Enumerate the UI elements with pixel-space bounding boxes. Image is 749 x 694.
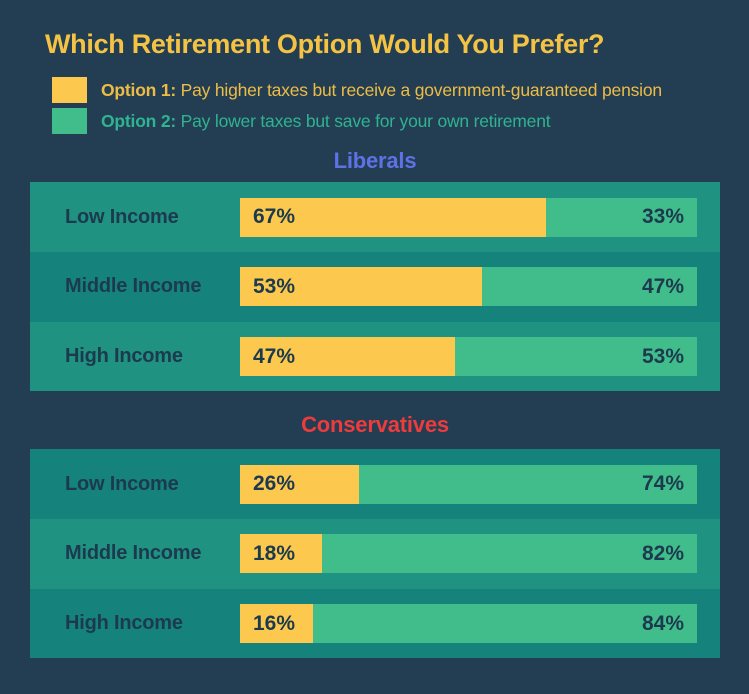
legend-option1-desc: Pay higher taxes but receive a governmen… bbox=[180, 79, 662, 100]
stacked-bar: 53% 47% bbox=[240, 267, 697, 307]
stacked-bar: 47% 53% bbox=[240, 337, 697, 377]
group-conservatives: Conservatives Low Income 26% 74% Middle Inco… bbox=[0, 412, 749, 659]
stacked-bar: 67% 33% bbox=[240, 197, 697, 237]
group-liberals: Liberals Low Income 67% 33% Middle Income 53%… bbox=[0, 148, 749, 392]
stacked-bar: 18% 82% bbox=[240, 534, 697, 574]
group-heading-liberals: Liberals bbox=[333, 148, 417, 174]
chart-row-liberals-high-income: High Income 47% 53% bbox=[30, 321, 720, 392]
row-label: Middle Income bbox=[65, 542, 202, 565]
option2-bar-segment: 82% bbox=[322, 534, 697, 574]
legend-item-option1: Option 1: Pay higher taxes but receive a… bbox=[52, 77, 749, 104]
chart-row-conservatives-high-income: High Income 16% 84% bbox=[30, 588, 720, 659]
legend: Option 1: Pay higher taxes but receive a… bbox=[52, 77, 749, 135]
row-label: Middle Income bbox=[65, 275, 202, 298]
group-panel-conservatives: Low Income 26% 74% Middle Income 18% 82% High … bbox=[30, 449, 720, 659]
option1-bar-segment: 18% bbox=[240, 534, 323, 574]
option1-bar-segment: 26% bbox=[240, 464, 359, 504]
legend-option2-label: Option 2: bbox=[101, 110, 176, 131]
option2-bar-segment: 53% bbox=[454, 337, 697, 377]
option2-bar-segment: 47% bbox=[482, 267, 697, 307]
option2-bar-segment: 84% bbox=[313, 604, 697, 644]
stacked-bar: 16% 84% bbox=[240, 604, 697, 644]
option1-value: 16% bbox=[253, 611, 296, 635]
option2-value: 53% bbox=[641, 344, 684, 368]
option1-value: 53% bbox=[253, 274, 296, 298]
legend-option1-text: Option 1: Pay higher taxes but receive a… bbox=[101, 80, 662, 101]
chart-title: Which Retirement Option Would You Prefer… bbox=[45, 29, 605, 59]
chart-row-conservatives-middle-income: Middle Income 18% 82% bbox=[30, 519, 720, 589]
option1-value: 47% bbox=[253, 344, 296, 368]
option1-bar-segment: 53% bbox=[240, 267, 483, 307]
option1-bar-segment: 16% bbox=[240, 604, 314, 644]
legend-item-option2: Option 2: Pay lower taxes but save for y… bbox=[52, 108, 749, 135]
option2-value: 74% bbox=[641, 472, 684, 496]
chart-row-conservatives-low-income: Low Income 26% 74% bbox=[30, 449, 720, 520]
group-panel-liberals: Low Income 67% 33% Middle Income 53% 47% High … bbox=[30, 182, 720, 392]
option1-value: 26% bbox=[253, 472, 296, 496]
row-label: Low Income bbox=[65, 472, 179, 495]
row-label: Low Income bbox=[65, 205, 179, 228]
option1-swatch bbox=[52, 77, 87, 104]
option1-bar-segment: 67% bbox=[240, 197, 547, 237]
row-label: High Income bbox=[65, 345, 183, 368]
stacked-bar: 26% 74% bbox=[240, 464, 697, 504]
option2-bar-segment: 33% bbox=[546, 197, 697, 237]
chart-row-liberals-low-income: Low Income 67% 33% bbox=[30, 182, 720, 253]
option2-value: 33% bbox=[641, 205, 684, 229]
legend-option1-label: Option 1: bbox=[101, 79, 176, 100]
option2-bar-segment: 74% bbox=[358, 464, 697, 504]
group-heading-conservatives: Conservatives bbox=[301, 412, 449, 438]
legend-option2-desc: Pay lower taxes but save for your own re… bbox=[180, 110, 551, 131]
chart-groups: Liberals Low Income 67% 33% Middle Income 53%… bbox=[0, 148, 749, 659]
legend-option2-text: Option 2: Pay lower taxes but save for y… bbox=[101, 110, 551, 132]
option2-swatch bbox=[52, 108, 87, 135]
option1-bar-segment: 47% bbox=[240, 337, 455, 377]
option1-value: 18% bbox=[253, 541, 296, 565]
option2-value: 84% bbox=[641, 611, 684, 635]
row-label: High Income bbox=[65, 612, 183, 635]
option1-value: 67% bbox=[253, 205, 296, 229]
option2-value: 47% bbox=[641, 274, 684, 298]
chart-row-liberals-middle-income: Middle Income 53% 47% bbox=[30, 252, 720, 322]
option2-value: 82% bbox=[641, 541, 684, 565]
